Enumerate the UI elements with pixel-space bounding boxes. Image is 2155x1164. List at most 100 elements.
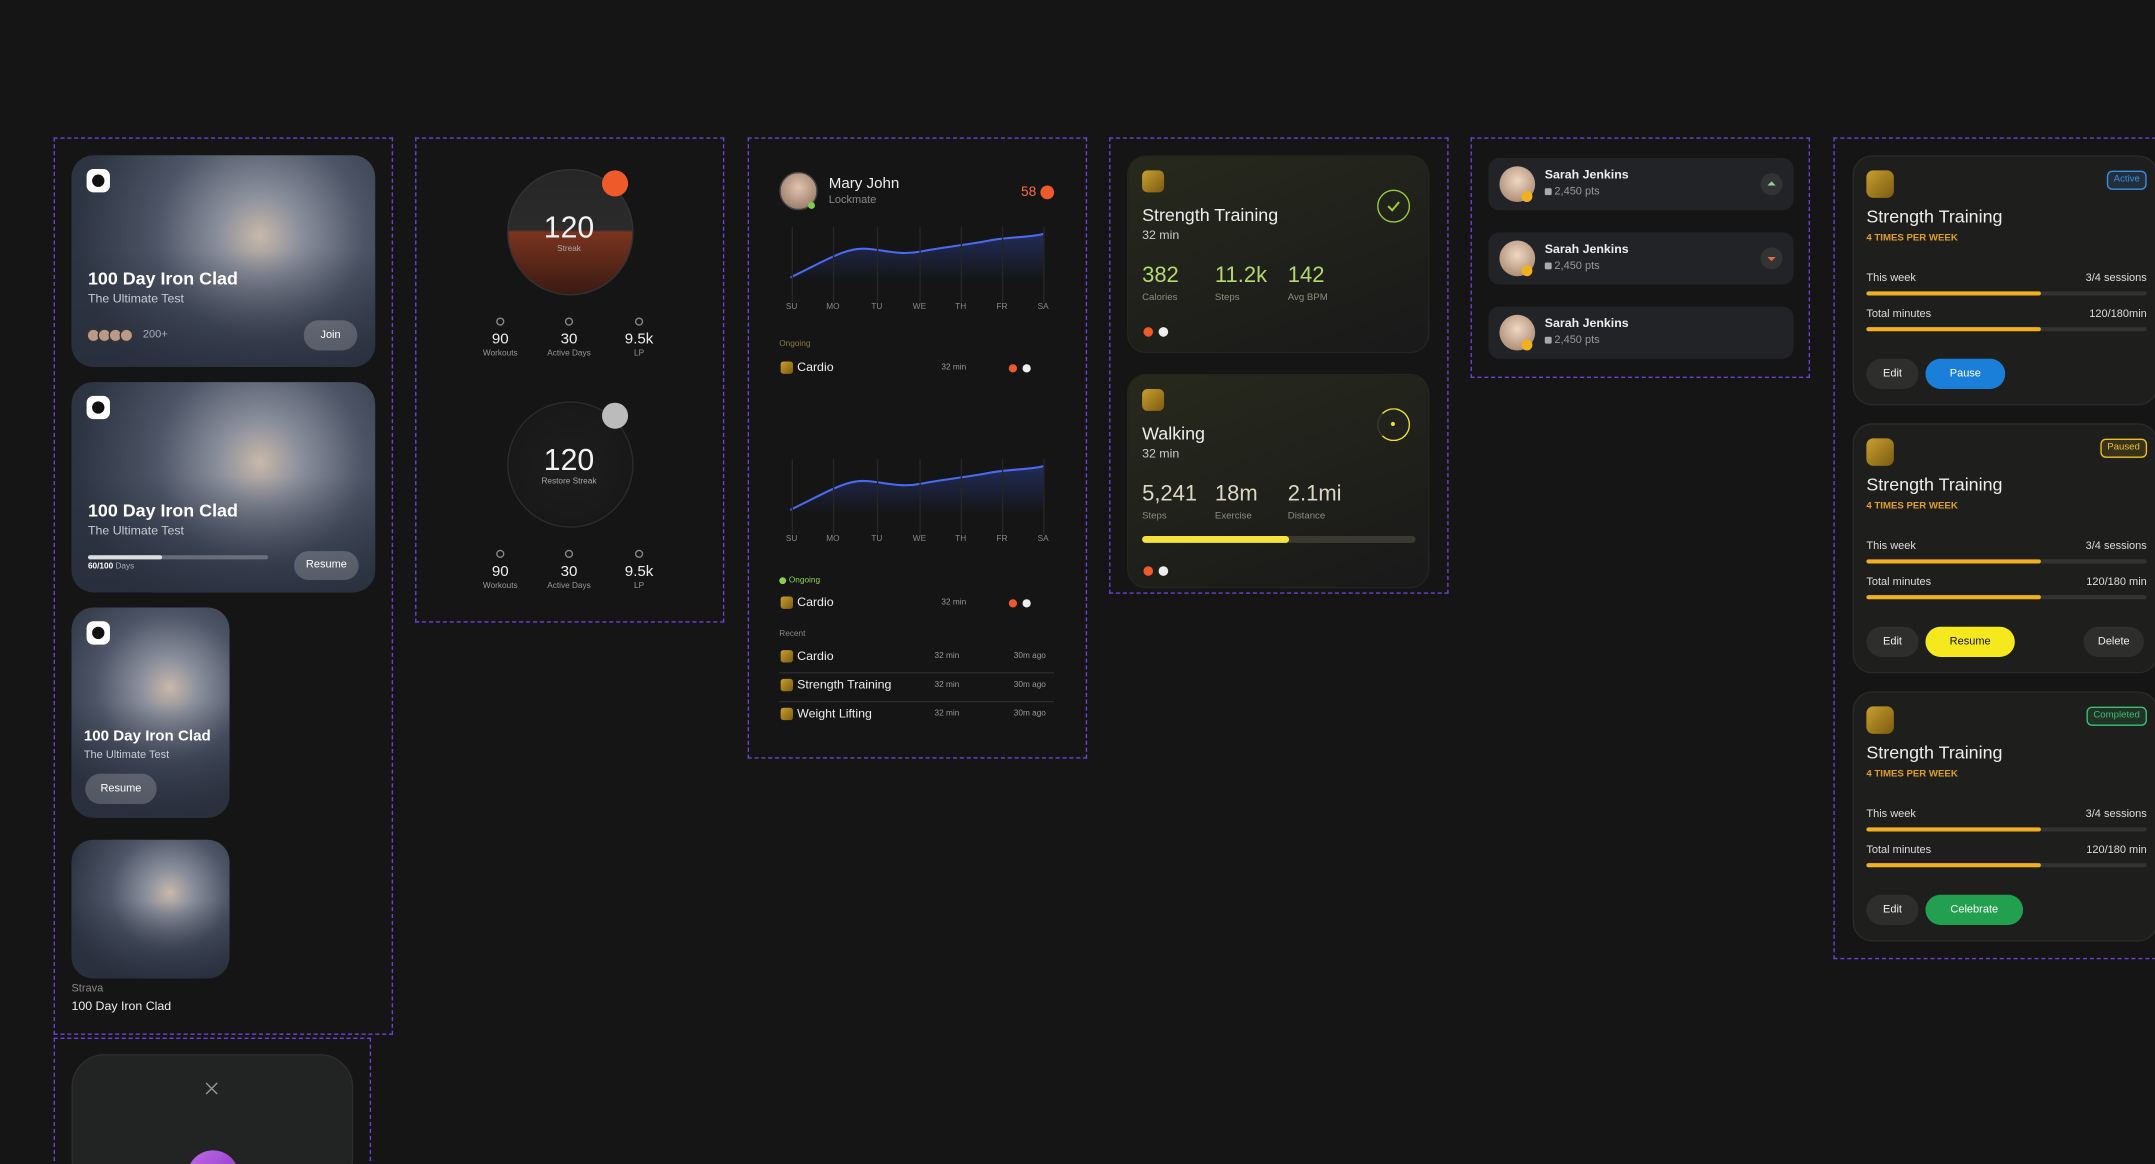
icon — [1767, 181, 1776, 186]
plan-row-label: Total minutes — [1866, 843, 1932, 856]
points-icon — [1544, 188, 1552, 196]
toggle[interactable] — [1760, 247, 1783, 270]
streak-value: 120 — [543, 210, 595, 245]
stat-value: 90 — [491, 563, 509, 580]
user-name: Mary John — [828, 175, 900, 193]
plan-title: Strength Training — [1866, 741, 2003, 763]
stat-value: 9.5k — [624, 331, 654, 348]
grid-line — [832, 459, 834, 535]
workout-stat-label: Distance — [1287, 511, 1326, 522]
day-label: TH — [955, 303, 967, 312]
plan-frequency: 4 TIMES PER WEEK — [1866, 233, 1958, 244]
stat-icon — [634, 317, 644, 326]
grid-line — [1043, 226, 1044, 303]
workout-stat-label: Exercise — [1214, 511, 1252, 522]
activity-name: Weight Lifting — [797, 706, 872, 721]
streak-badge — [601, 402, 629, 429]
plan-row-label: Total minutes — [1866, 575, 1932, 588]
plan-icon — [1866, 706, 1894, 734]
section-label: Ongoing — [779, 340, 811, 349]
card-shade — [71, 702, 230, 818]
leader-row — [1488, 306, 1794, 359]
close-icon — [205, 1082, 219, 1096]
modal — [71, 1054, 354, 1164]
participant-dot — [1143, 327, 1154, 337]
button[interactable]: Edit — [1866, 626, 1919, 657]
workout-icon — [1142, 170, 1165, 193]
stat-icon — [496, 317, 505, 326]
workout-card — [1126, 373, 1430, 589]
streak-value: 120 — [543, 442, 595, 477]
source-label: Strava — [71, 982, 104, 995]
progress-fill — [1866, 291, 2041, 296]
activity-icon — [780, 361, 794, 374]
leader-name: Sarah Jenkins — [1544, 241, 1629, 256]
card-shade — [71, 902, 230, 979]
stat-label: Active Days — [547, 350, 591, 359]
frame — [1833, 137, 2155, 960]
card-shade — [71, 476, 376, 593]
frame — [747, 137, 1088, 759]
workout-stat-label: Avg BPM — [1287, 292, 1328, 303]
participant-dot — [1008, 364, 1018, 373]
card-subtitle: The Ultimate Test — [87, 523, 184, 538]
button[interactable]: Pause — [1925, 358, 2006, 389]
workout-duration: 32 min — [1142, 446, 1180, 461]
plan-icon — [1866, 170, 1894, 198]
app-icon — [86, 621, 110, 645]
stat-value: 9.5k — [624, 563, 654, 580]
member-avatar — [119, 328, 134, 343]
frame — [53, 1037, 372, 1164]
workout-duration: 32 min — [1142, 228, 1180, 242]
toggle[interactable] — [1760, 173, 1783, 196]
grid-line — [1043, 459, 1044, 535]
rank-badge — [1521, 339, 1533, 351]
activity-name: Strength Training — [797, 677, 892, 692]
day-label: TH — [955, 535, 967, 544]
workout-stat-label: Steps — [1142, 511, 1167, 522]
plan-row-label: Total minutes — [1866, 307, 1932, 320]
button[interactable]: Resume — [85, 773, 157, 805]
plan-row-label: This week — [1866, 271, 1916, 284]
progress-ring — [1377, 408, 1411, 442]
icon — [1767, 257, 1776, 262]
card-shade — [71, 250, 376, 367]
button[interactable]: Resume — [1925, 626, 2015, 657]
frame — [53, 137, 394, 1035]
button[interactable]: Delete — [2083, 626, 2145, 657]
leader-points: 2,450 pts — [1554, 184, 1600, 198]
online-dot — [808, 202, 815, 209]
streak-label: Streak — [557, 245, 581, 254]
participant-dot — [1158, 566, 1169, 576]
streak-badge — [601, 170, 629, 197]
participant-dot — [1158, 327, 1169, 337]
grid-line — [960, 459, 962, 535]
rank-badge — [1521, 265, 1533, 277]
stat-label: Workouts — [482, 350, 518, 359]
workout-stat: 5,241 — [1142, 482, 1198, 507]
activity-icon — [780, 650, 794, 663]
workout-stat-label: Steps — [1214, 292, 1240, 303]
frame — [415, 137, 725, 623]
status-badge: Active — [2106, 170, 2147, 190]
grid-line — [791, 226, 793, 303]
button[interactable]: Edit — [1866, 358, 1919, 389]
button[interactable]: Celebrate — [1925, 894, 2024, 925]
icon — [92, 626, 105, 640]
button[interactable]: Join — [303, 320, 358, 351]
activity-name: Cardio — [797, 648, 834, 663]
workout-stat: 2.1mi — [1287, 482, 1342, 507]
plan-frequency: 4 TIMES PER WEEK — [1866, 769, 1958, 780]
day-label: FR — [996, 535, 1008, 544]
activity-ago: 30m ago — [1013, 652, 1046, 661]
button[interactable]: Edit — [1866, 894, 1919, 925]
workout-stat: 142 — [1287, 264, 1325, 288]
stat-icon — [564, 317, 574, 326]
button[interactable]: Resume — [294, 551, 359, 580]
plan-row-value: 3/4 sessions — [2085, 807, 2147, 820]
stat-value: 30 — [560, 331, 578, 348]
plan-row-label: This week — [1866, 807, 1916, 820]
leader-points: 2,450 pts — [1554, 259, 1600, 272]
workout-stat: 11.2k — [1214, 264, 1268, 288]
